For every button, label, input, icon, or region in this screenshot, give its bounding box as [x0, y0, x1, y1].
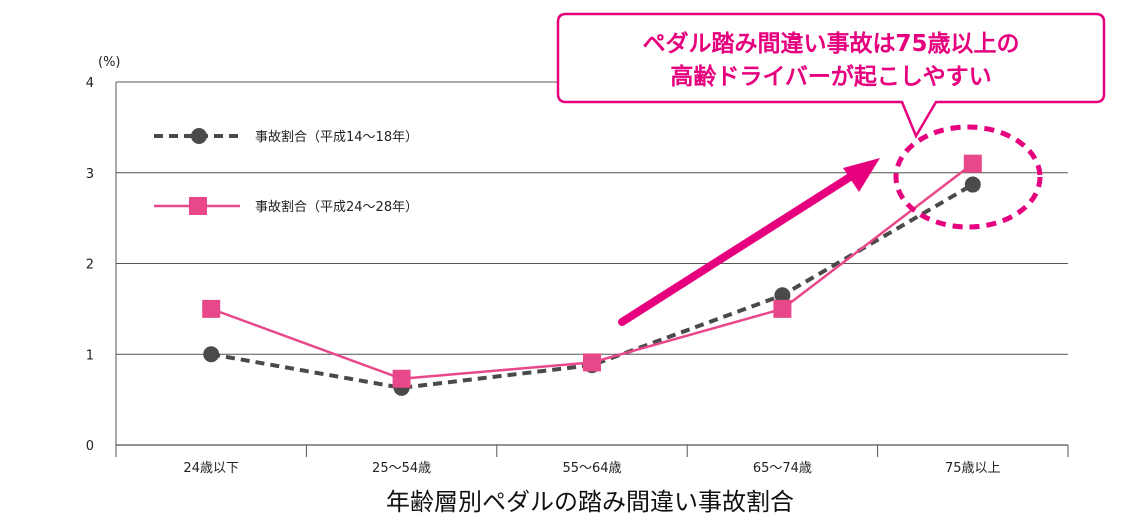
y-tick-label: 4: [86, 76, 94, 91]
annotation-callout: ペダル踏み間違い事故は75歳以上の 高齢ドライバーが起こしやすい: [556, 12, 1106, 139]
data-point: [392, 369, 411, 388]
y-tick-label: 2: [86, 258, 94, 273]
legend-marker-square: [189, 197, 207, 215]
x-tick-labels: 24歳以下 25〜54歳 55〜64歳 65〜74歳 75歳以上: [115, 445, 1069, 476]
y-axis-unit: (%): [98, 55, 121, 70]
x-tick-label: 55〜64歳: [562, 461, 621, 476]
callout-line-2: 高齢ドライバーが起こしやすい: [670, 63, 991, 90]
series-line: [210, 182, 974, 390]
data-point: [963, 154, 982, 173]
series-line: [210, 162, 974, 381]
x-tick-label: 25〜54歳: [372, 461, 431, 476]
x-tick-label: 75歳以上: [945, 461, 1001, 476]
series-layer: [202, 154, 982, 396]
legend-label-series-2: 事故割合（平成24〜28年）: [255, 199, 418, 215]
chart-title: 年齢層別ペダルの踏み間違い事故割合: [386, 488, 794, 516]
callout-box: [556, 12, 1106, 139]
x-tick-label: 65〜74歳: [753, 461, 812, 476]
y-tick-label: 1: [86, 348, 94, 363]
trend-arrow: [618, 158, 880, 326]
data-point: [774, 287, 791, 304]
legend-item-series-1: 事故割合（平成14〜18年）: [154, 128, 418, 145]
callout-line-1: ペダル踏み間違い事故は75歳以上の: [642, 30, 1019, 57]
data-point: [964, 176, 981, 193]
data-point: [773, 299, 792, 318]
legend-item-series-2: 事故割合（平成24〜28年）: [154, 197, 418, 215]
highlight-ellipse: [893, 124, 1043, 230]
trend-arrow-shaft: [618, 173, 854, 326]
trend-arrow-head: [843, 158, 880, 192]
axes: [115, 82, 1068, 446]
y-tick-label: 3: [86, 167, 94, 182]
y-tick-labels: 0 1 2 3 4: [86, 76, 94, 454]
legend: 事故割合（平成14〜18年） 事故割合（平成24〜28年）: [154, 128, 418, 215]
data-point: [203, 346, 220, 363]
legend-marker-circle: [191, 128, 207, 144]
data-point: [202, 299, 221, 318]
series-2: [202, 154, 982, 388]
legend-label-series-1: 事故割合（平成14〜18年）: [255, 129, 418, 145]
y-tick-label: 0: [86, 439, 94, 454]
data-point: [583, 353, 601, 372]
x-tick-label: 24歳以下: [183, 461, 239, 476]
